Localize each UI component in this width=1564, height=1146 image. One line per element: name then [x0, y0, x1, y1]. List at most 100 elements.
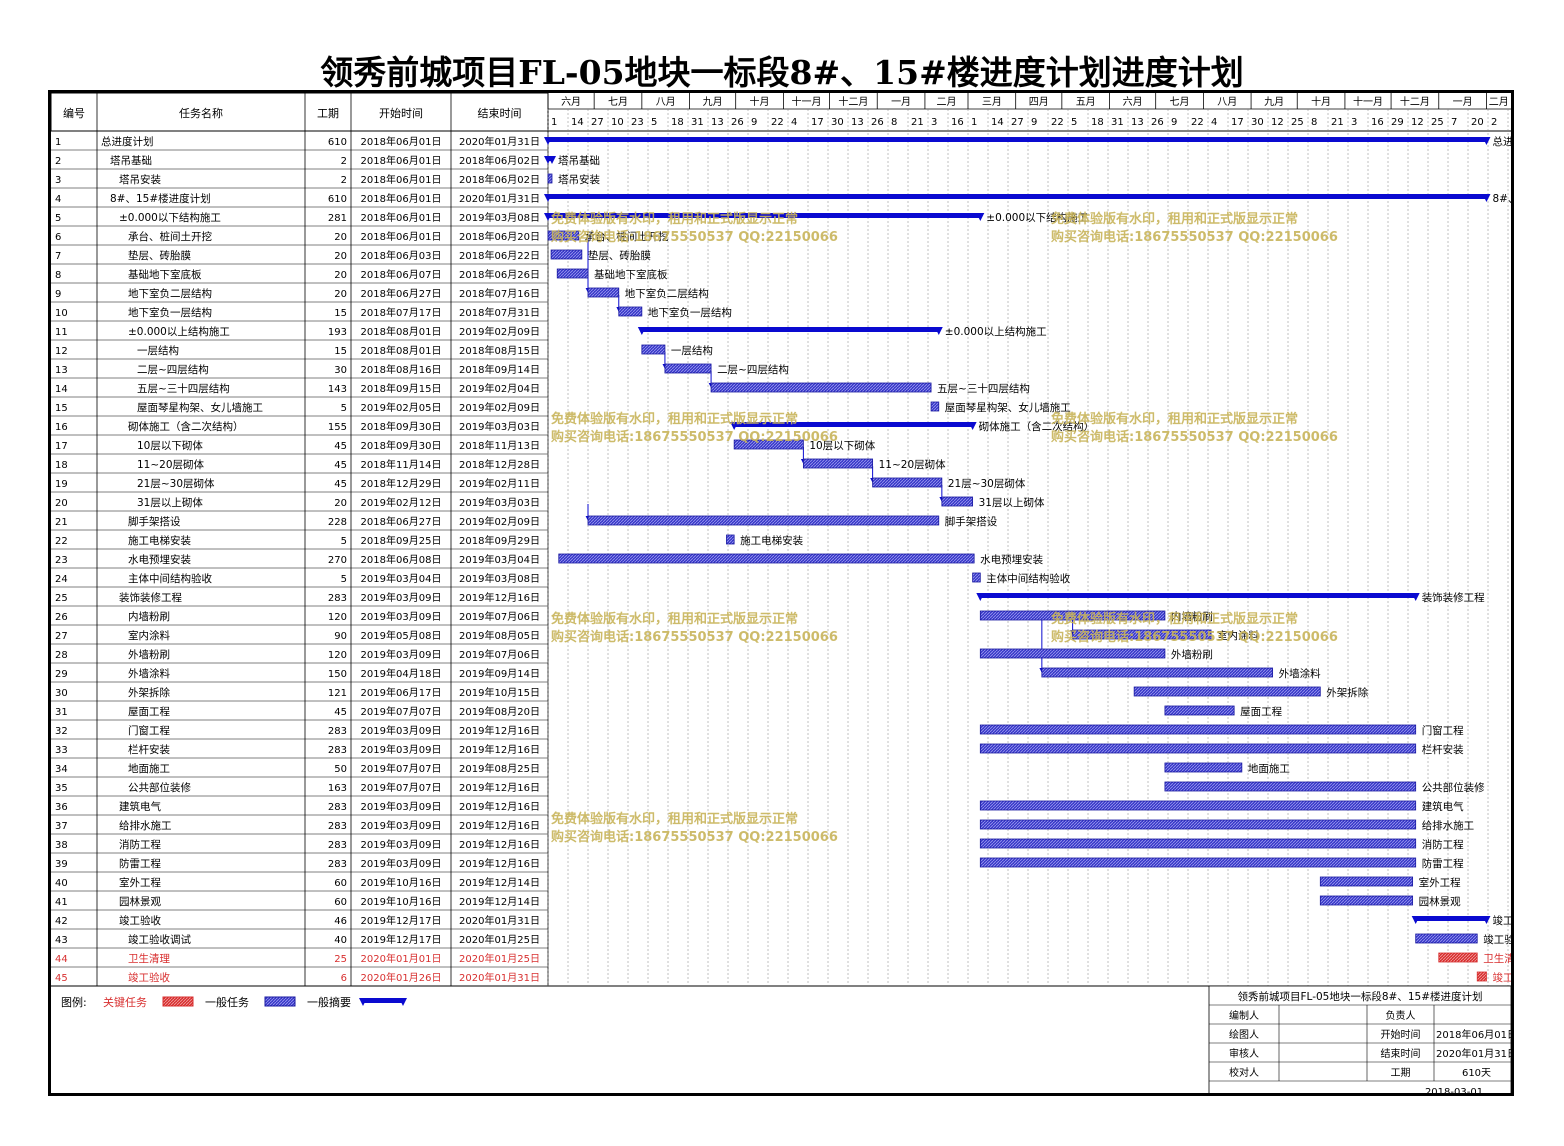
task-start: 2018年08月01日 [361, 325, 442, 338]
task-id: 33 [55, 745, 68, 756]
task-end: 2019年12月16日 [459, 838, 540, 851]
bar-label: 屋面工程 [1240, 706, 1282, 718]
bar-label: 内墙粉刷 [1171, 610, 1213, 623]
bar-labels: 总进度计划塔吊基础塔吊安装 8#、15#楼进度计划 ±0.000以下结构施工承台、桩… [558, 135, 1564, 984]
task-bar [972, 572, 981, 583]
task-bar [1164, 781, 1417, 792]
task-name: 屋面琴星构架、女儿墙施工 [137, 401, 263, 414]
task-id: 14 [55, 384, 68, 395]
task-end: 2020年01月25日 [459, 952, 540, 965]
task-end: 2019年07月06日 [459, 648, 540, 661]
timeline-tick-label: 5 [651, 117, 657, 128]
bar-label: 基础地下室底板 [594, 268, 668, 281]
task-name: ±0.000以上结构施工 [128, 325, 230, 338]
task-id: 42 [55, 916, 68, 927]
task-name: 园林景观 [119, 895, 161, 908]
task-name: 21层~30层砌体 [137, 478, 215, 490]
task-bar [547, 173, 553, 184]
bar-label: 主体中间结构验收 [986, 572, 1070, 585]
task-duration: 163 [328, 783, 347, 794]
bar-label: 31层以上砌体 [979, 497, 1045, 509]
bar-label: 脚手架搭设 [945, 515, 998, 528]
legend-label: 图例: [61, 995, 87, 1009]
task-name: ±0.000以下结构施工 [119, 211, 221, 224]
task-end: 2018年08月15日 [459, 344, 540, 357]
task-duration: 20 [334, 289, 347, 300]
summary-bar [641, 327, 939, 332]
task-bar [872, 477, 943, 488]
task-id: 2 [55, 156, 61, 167]
bar-label: 五层~三十四层结构 [937, 382, 1030, 395]
task-bar [979, 743, 1417, 754]
task-name: 一层结构 [137, 344, 179, 357]
task-bar [710, 382, 932, 393]
task-start: 2019年03月09日 [361, 857, 442, 870]
task-name: 砌体施工（含二次结构） [128, 420, 244, 433]
task-duration: 283 [328, 726, 347, 737]
info-box-cell: 工期 [1391, 1067, 1411, 1079]
task-end: 2019年12月16日 [459, 819, 540, 832]
task-start: 2018年12月29日 [361, 477, 442, 490]
bar-label: 门窗工程 [1422, 724, 1464, 737]
task-start: 2019年07月07日 [361, 705, 442, 718]
task-start: 2019年06月17日 [361, 686, 442, 699]
summary-bar-start-cap [544, 194, 552, 202]
timeline-month-label: 二月 [936, 96, 956, 108]
watermark-line-1: 免费体验版有水印，租用和正式版显示正常 [1051, 611, 1298, 627]
bar-label: 建筑电气 [1422, 800, 1464, 813]
task-duration: 155 [328, 422, 347, 433]
table-header-bg [50, 92, 549, 132]
task-start: 2019年03月09日 [361, 838, 442, 851]
task-name: 室外工程 [119, 876, 161, 889]
task-start: 2019年02月05日 [361, 401, 442, 414]
task-start: 2019年12月17日 [361, 933, 442, 946]
task-name: 总进度计划 [101, 135, 154, 148]
timeline-tick-label: 8 [1311, 117, 1317, 128]
task-start: 2019年07月07日 [361, 781, 442, 794]
task-end: 2018年06月02日 [459, 154, 540, 167]
task-id: 8 [55, 270, 61, 281]
timeline-tick-label: 26 [871, 117, 884, 128]
task-duration: 270 [328, 555, 347, 566]
task-bar [726, 534, 735, 545]
task-name: 防雷工程 [119, 857, 161, 870]
task-end: 2019年12月16日 [459, 800, 540, 813]
timeline-tick-label: 1 [551, 117, 557, 128]
timeline-tick-label: 3 [1351, 117, 1357, 128]
task-start: 2019年03月09日 [361, 743, 442, 756]
task-start: 2018年06月27日 [361, 287, 442, 300]
task-id: 25 [55, 593, 68, 604]
task-id: 10 [55, 308, 68, 319]
summary-bar-end-cap [976, 213, 985, 221]
timeline-month-label: 七月 [1170, 96, 1190, 108]
timeline-month-label: 十二月 [1400, 95, 1430, 108]
info-box-cell: 2018年06月01日 [1436, 1028, 1511, 1041]
task-end: 2019年08月20日 [459, 705, 540, 718]
task-id: 20 [55, 498, 68, 509]
task-bar [587, 287, 620, 298]
bar-label: ±0.000以上结构施工 [945, 325, 1047, 338]
task-id: 43 [55, 935, 68, 946]
task-duration: 45 [334, 479, 347, 490]
bar-label: 地下室负二层结构 [625, 287, 709, 300]
task-bar [618, 306, 643, 317]
critical-bar [1476, 971, 1487, 982]
timeline-month-label: 八月 [1217, 96, 1237, 108]
timeline-tick-label: 2 [1491, 117, 1497, 128]
task-start: 2018年09月30日 [361, 420, 442, 433]
task-name: 11~20层砌体 [137, 459, 205, 471]
timeline-tick-label: 29 [1391, 117, 1404, 128]
bar-label: 外墙涂料 [1279, 667, 1321, 680]
task-duration: 283 [328, 859, 347, 870]
bars-layer [544, 137, 1491, 982]
task-name: 门窗工程 [128, 724, 170, 737]
task-duration: 45 [334, 441, 347, 452]
task-id: 29 [55, 669, 68, 680]
timeline-tick-label: 8 [891, 117, 897, 128]
task-id: 34 [55, 764, 68, 775]
task-end: 2020年01月31日 [459, 914, 540, 927]
timeline-tick-label: 22 [771, 117, 784, 128]
timeline-month-label: 七月 [608, 96, 628, 108]
task-duration: 193 [328, 327, 347, 338]
task-start: 2018年07月17日 [361, 306, 442, 319]
